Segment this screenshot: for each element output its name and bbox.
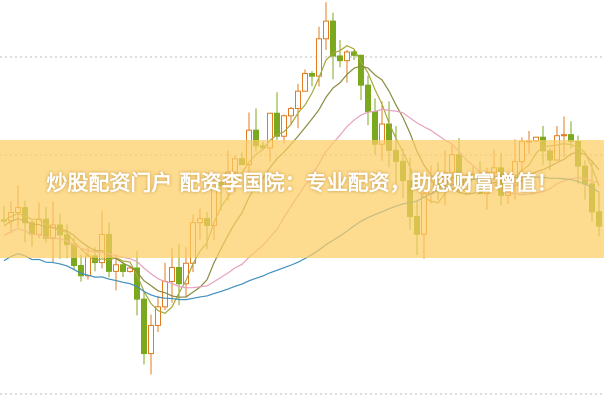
candle-up bbox=[148, 324, 154, 355]
candle-down bbox=[176, 266, 182, 285]
candle-up bbox=[316, 38, 322, 77]
candle-down bbox=[274, 112, 280, 137]
candle-up bbox=[162, 280, 168, 308]
banner-title: 炒股配资门户 配资李国院：专业配资，助您财富增值！ bbox=[46, 171, 558, 195]
candle-down bbox=[330, 20, 336, 57]
candle-down bbox=[134, 267, 140, 300]
candle-up bbox=[169, 266, 175, 282]
candle-down bbox=[309, 72, 315, 77]
candle-up bbox=[113, 264, 119, 272]
candle-up bbox=[85, 255, 91, 277]
candle-up bbox=[281, 115, 287, 137]
candle-up bbox=[344, 51, 350, 62]
candle-down bbox=[337, 55, 343, 62]
candle-down bbox=[120, 264, 126, 272]
candle-up bbox=[295, 90, 301, 110]
candle-up bbox=[288, 108, 294, 117]
candle-up bbox=[561, 134, 567, 137]
candle-down bbox=[358, 54, 364, 86]
candle-up bbox=[127, 267, 133, 272]
candle-up bbox=[302, 72, 308, 92]
banner-band bbox=[0, 140, 604, 258]
candle-up bbox=[155, 306, 161, 326]
candle-down bbox=[141, 298, 147, 355]
candle-up bbox=[323, 20, 329, 40]
candle-down bbox=[78, 265, 84, 277]
candle-down bbox=[365, 84, 371, 113]
